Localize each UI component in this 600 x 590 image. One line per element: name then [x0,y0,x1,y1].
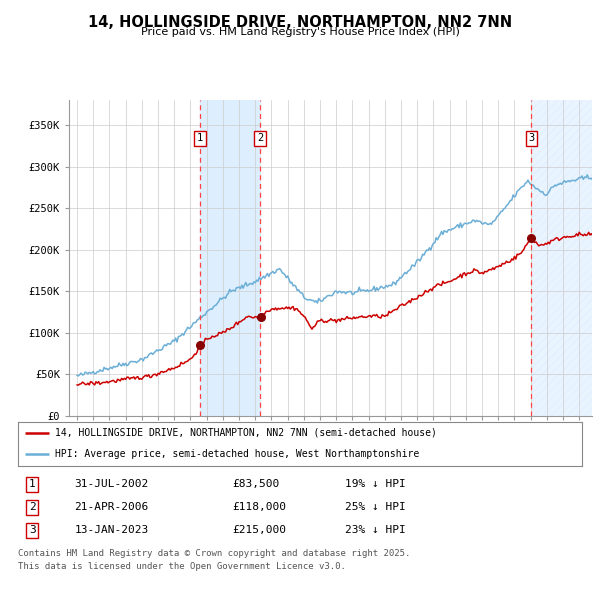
Text: 3: 3 [29,526,35,535]
Text: 13-JAN-2023: 13-JAN-2023 [74,526,149,535]
Text: HPI: Average price, semi-detached house, West Northamptonshire: HPI: Average price, semi-detached house,… [55,449,419,458]
Text: 21-APR-2006: 21-APR-2006 [74,503,149,512]
Text: 1: 1 [29,480,35,489]
Text: 14, HOLLINGSIDE DRIVE, NORTHAMPTON, NN2 7NN: 14, HOLLINGSIDE DRIVE, NORTHAMPTON, NN2 … [88,15,512,30]
Text: 19% ↓ HPI: 19% ↓ HPI [345,480,406,489]
Text: Price paid vs. HM Land Registry's House Price Index (HPI): Price paid vs. HM Land Registry's House … [140,27,460,37]
Text: £83,500: £83,500 [232,480,280,489]
Text: 23% ↓ HPI: 23% ↓ HPI [345,526,406,535]
Text: 2: 2 [257,133,263,143]
Text: £215,000: £215,000 [232,526,286,535]
Text: £118,000: £118,000 [232,503,286,512]
Text: Contains HM Land Registry data © Crown copyright and database right 2025.: Contains HM Land Registry data © Crown c… [18,549,410,558]
Text: 31-JUL-2002: 31-JUL-2002 [74,480,149,489]
Text: This data is licensed under the Open Government Licence v3.0.: This data is licensed under the Open Gov… [18,562,346,571]
Bar [200,100,260,416]
Text: 25% ↓ HPI: 25% ↓ HPI [345,503,406,512]
Text: 3: 3 [528,133,535,143]
Text: 14, HOLLINGSIDE DRIVE, NORTHAMPTON, NN2 7NN (semi-detached house): 14, HOLLINGSIDE DRIVE, NORTHAMPTON, NN2 … [55,428,437,438]
Text: 2: 2 [29,503,35,512]
Text: 1: 1 [197,133,203,143]
Bar [531,100,592,416]
